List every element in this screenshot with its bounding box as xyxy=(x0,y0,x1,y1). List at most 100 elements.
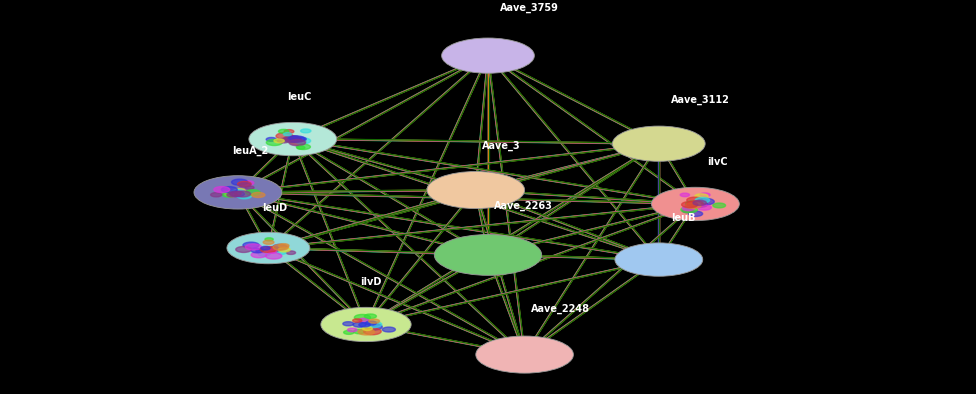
Circle shape xyxy=(222,187,237,193)
Circle shape xyxy=(265,249,276,253)
Circle shape xyxy=(296,137,306,141)
Circle shape xyxy=(278,243,289,248)
Text: leuD: leuD xyxy=(263,203,287,213)
Circle shape xyxy=(369,319,380,323)
Circle shape xyxy=(359,323,370,327)
Circle shape xyxy=(372,324,381,328)
Circle shape xyxy=(273,244,289,250)
Circle shape xyxy=(347,328,357,332)
Circle shape xyxy=(231,190,245,195)
Circle shape xyxy=(297,146,305,149)
Circle shape xyxy=(288,136,305,142)
Circle shape xyxy=(214,187,229,193)
Circle shape xyxy=(223,192,235,197)
Circle shape xyxy=(321,307,411,342)
Circle shape xyxy=(256,249,266,253)
Circle shape xyxy=(681,206,698,213)
Circle shape xyxy=(681,202,698,208)
Circle shape xyxy=(285,136,302,142)
Circle shape xyxy=(252,192,264,197)
Circle shape xyxy=(360,323,372,327)
Circle shape xyxy=(278,247,290,252)
Text: leuA_2: leuA_2 xyxy=(231,145,268,156)
Text: Aave_3112: Aave_3112 xyxy=(671,95,730,105)
Circle shape xyxy=(343,322,353,326)
Circle shape xyxy=(264,238,273,241)
Circle shape xyxy=(230,191,245,197)
Circle shape xyxy=(476,336,574,373)
Circle shape xyxy=(211,193,222,197)
Circle shape xyxy=(698,205,712,210)
Circle shape xyxy=(283,136,299,142)
Circle shape xyxy=(427,171,525,208)
Circle shape xyxy=(693,200,707,205)
Circle shape xyxy=(688,203,698,207)
Circle shape xyxy=(235,193,243,195)
Circle shape xyxy=(265,247,281,252)
Circle shape xyxy=(652,187,740,221)
Circle shape xyxy=(297,144,310,149)
Circle shape xyxy=(364,314,377,319)
Text: Aave_3759: Aave_3759 xyxy=(501,2,559,13)
Circle shape xyxy=(284,136,301,142)
Text: leuB: leuB xyxy=(671,213,696,223)
Circle shape xyxy=(226,193,238,197)
Circle shape xyxy=(237,182,251,187)
Circle shape xyxy=(284,130,294,133)
Circle shape xyxy=(689,211,703,216)
Circle shape xyxy=(344,331,354,335)
Circle shape xyxy=(266,138,276,141)
Circle shape xyxy=(353,322,366,327)
Circle shape xyxy=(276,133,293,139)
Circle shape xyxy=(687,201,704,207)
Circle shape xyxy=(227,232,310,264)
Circle shape xyxy=(277,251,286,255)
Circle shape xyxy=(274,139,284,143)
Text: Aave_2248: Aave_2248 xyxy=(531,304,590,314)
Circle shape xyxy=(354,314,371,321)
Circle shape xyxy=(358,329,375,335)
Text: Aave_2263: Aave_2263 xyxy=(494,201,553,211)
Circle shape xyxy=(233,189,246,193)
Circle shape xyxy=(692,201,708,207)
Circle shape xyxy=(266,139,282,145)
Circle shape xyxy=(295,138,310,144)
Circle shape xyxy=(235,191,251,197)
Circle shape xyxy=(261,246,270,250)
Circle shape xyxy=(700,193,711,197)
Circle shape xyxy=(682,206,695,210)
Circle shape xyxy=(258,252,270,256)
Circle shape xyxy=(301,129,311,133)
Text: leuC: leuC xyxy=(287,91,311,102)
Circle shape xyxy=(441,38,535,73)
Circle shape xyxy=(261,247,276,253)
Circle shape xyxy=(613,126,706,161)
Circle shape xyxy=(695,197,710,203)
Circle shape xyxy=(615,243,703,276)
Circle shape xyxy=(685,201,699,206)
Circle shape xyxy=(251,252,266,258)
Circle shape xyxy=(278,129,289,133)
Circle shape xyxy=(273,244,287,250)
Circle shape xyxy=(245,190,261,195)
Circle shape xyxy=(245,186,254,190)
Circle shape xyxy=(245,244,262,250)
Circle shape xyxy=(229,191,241,196)
Circle shape xyxy=(290,138,299,141)
Circle shape xyxy=(283,133,292,136)
Circle shape xyxy=(383,327,395,332)
Circle shape xyxy=(697,198,714,205)
Circle shape xyxy=(682,209,693,213)
Circle shape xyxy=(352,319,362,322)
Circle shape xyxy=(286,251,296,255)
Circle shape xyxy=(364,328,382,335)
Circle shape xyxy=(277,138,290,143)
Circle shape xyxy=(685,203,701,208)
Circle shape xyxy=(264,240,274,244)
Circle shape xyxy=(695,194,709,199)
Circle shape xyxy=(242,181,254,185)
Circle shape xyxy=(289,139,305,146)
Circle shape xyxy=(362,327,373,331)
Circle shape xyxy=(434,234,542,275)
Circle shape xyxy=(359,318,369,322)
